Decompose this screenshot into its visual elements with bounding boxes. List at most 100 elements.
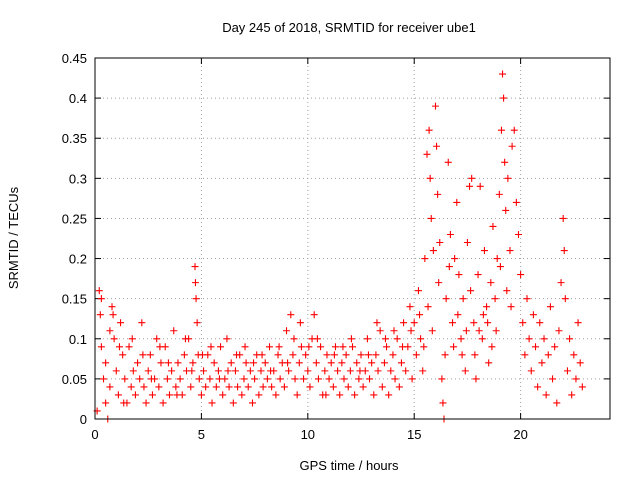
data-point <box>378 383 386 391</box>
data-point <box>322 391 330 399</box>
data-point <box>180 351 188 359</box>
data-point <box>210 359 218 367</box>
data-point <box>424 303 432 311</box>
data-point <box>342 351 350 359</box>
data-point <box>506 247 514 255</box>
data-point <box>428 327 436 335</box>
data-point <box>274 351 282 359</box>
data-point <box>321 367 329 375</box>
data-point <box>501 158 509 166</box>
data-point <box>560 247 568 255</box>
data-point <box>414 287 422 295</box>
data-point <box>231 367 239 375</box>
data-point <box>191 279 199 287</box>
data-point <box>250 359 258 367</box>
data-point <box>188 367 196 375</box>
data-point <box>170 327 178 335</box>
data-point <box>168 367 176 375</box>
data-point <box>202 383 210 391</box>
y-tick-label: 0.4 <box>69 91 87 106</box>
data-point <box>176 375 184 383</box>
data-point <box>521 351 529 359</box>
data-point <box>423 150 431 158</box>
data-point <box>416 311 424 319</box>
data-point <box>385 391 393 399</box>
data-point <box>128 335 136 343</box>
data-point <box>198 351 206 359</box>
data-point <box>287 311 295 319</box>
data-point <box>557 279 565 287</box>
data-point <box>291 375 299 383</box>
data-point <box>366 375 374 383</box>
data-point <box>393 335 401 343</box>
data-point <box>125 343 133 351</box>
data-point <box>106 383 114 391</box>
data-point <box>507 303 515 311</box>
data-point <box>284 359 292 367</box>
data-point <box>334 367 342 375</box>
data-point <box>503 287 511 295</box>
y-tick-label: 0.3 <box>69 171 87 186</box>
data-point <box>339 343 347 351</box>
data-point <box>136 375 144 383</box>
data-point <box>383 343 391 351</box>
data-point <box>399 343 407 351</box>
data-point <box>275 343 283 351</box>
data-point <box>195 375 203 383</box>
x-axis-label: GPS time / hours <box>300 458 399 473</box>
data-point <box>191 263 199 271</box>
data-point <box>110 335 118 343</box>
data-point <box>357 351 365 359</box>
data-point <box>480 247 488 255</box>
data-point <box>455 271 463 279</box>
data-point <box>489 222 497 230</box>
data-point <box>435 279 443 287</box>
data-point <box>165 391 173 399</box>
data-point <box>370 391 378 399</box>
data-point <box>102 399 110 407</box>
data-point <box>120 399 128 407</box>
data-point <box>444 158 452 166</box>
data-point <box>532 343 540 351</box>
data-point <box>306 383 314 391</box>
data-point <box>347 335 355 343</box>
data-point <box>364 351 372 359</box>
data-point <box>374 367 382 375</box>
data-point <box>355 375 363 383</box>
data-point <box>261 359 269 367</box>
data-point <box>97 295 105 303</box>
data-point <box>244 383 252 391</box>
data-point <box>206 375 214 383</box>
data-point <box>140 383 148 391</box>
data-point <box>353 359 361 367</box>
data-point <box>305 343 313 351</box>
data-point <box>417 335 425 343</box>
y-tick-label: 0.2 <box>69 252 87 267</box>
data-point <box>497 126 505 134</box>
data-point <box>138 319 146 327</box>
data-point <box>500 94 508 102</box>
data-point <box>510 126 518 134</box>
data-point <box>139 351 147 359</box>
data-point <box>227 359 235 367</box>
data-point <box>538 359 546 367</box>
data-point <box>312 359 320 367</box>
data-point <box>207 343 215 351</box>
data-point <box>475 327 483 335</box>
data-point <box>514 230 522 238</box>
data-point <box>450 343 458 351</box>
data-point <box>504 174 512 182</box>
data-point <box>234 383 242 391</box>
data-point <box>561 295 569 303</box>
y-tick-label: 0.15 <box>62 292 87 307</box>
data-point <box>295 359 303 367</box>
data-point <box>95 287 103 295</box>
data-point <box>173 391 181 399</box>
data-point <box>225 383 233 391</box>
data-point <box>442 295 450 303</box>
data-point <box>425 126 433 134</box>
data-point <box>272 391 280 399</box>
data-point <box>559 214 567 222</box>
y-tick-label: 0 <box>80 412 87 427</box>
